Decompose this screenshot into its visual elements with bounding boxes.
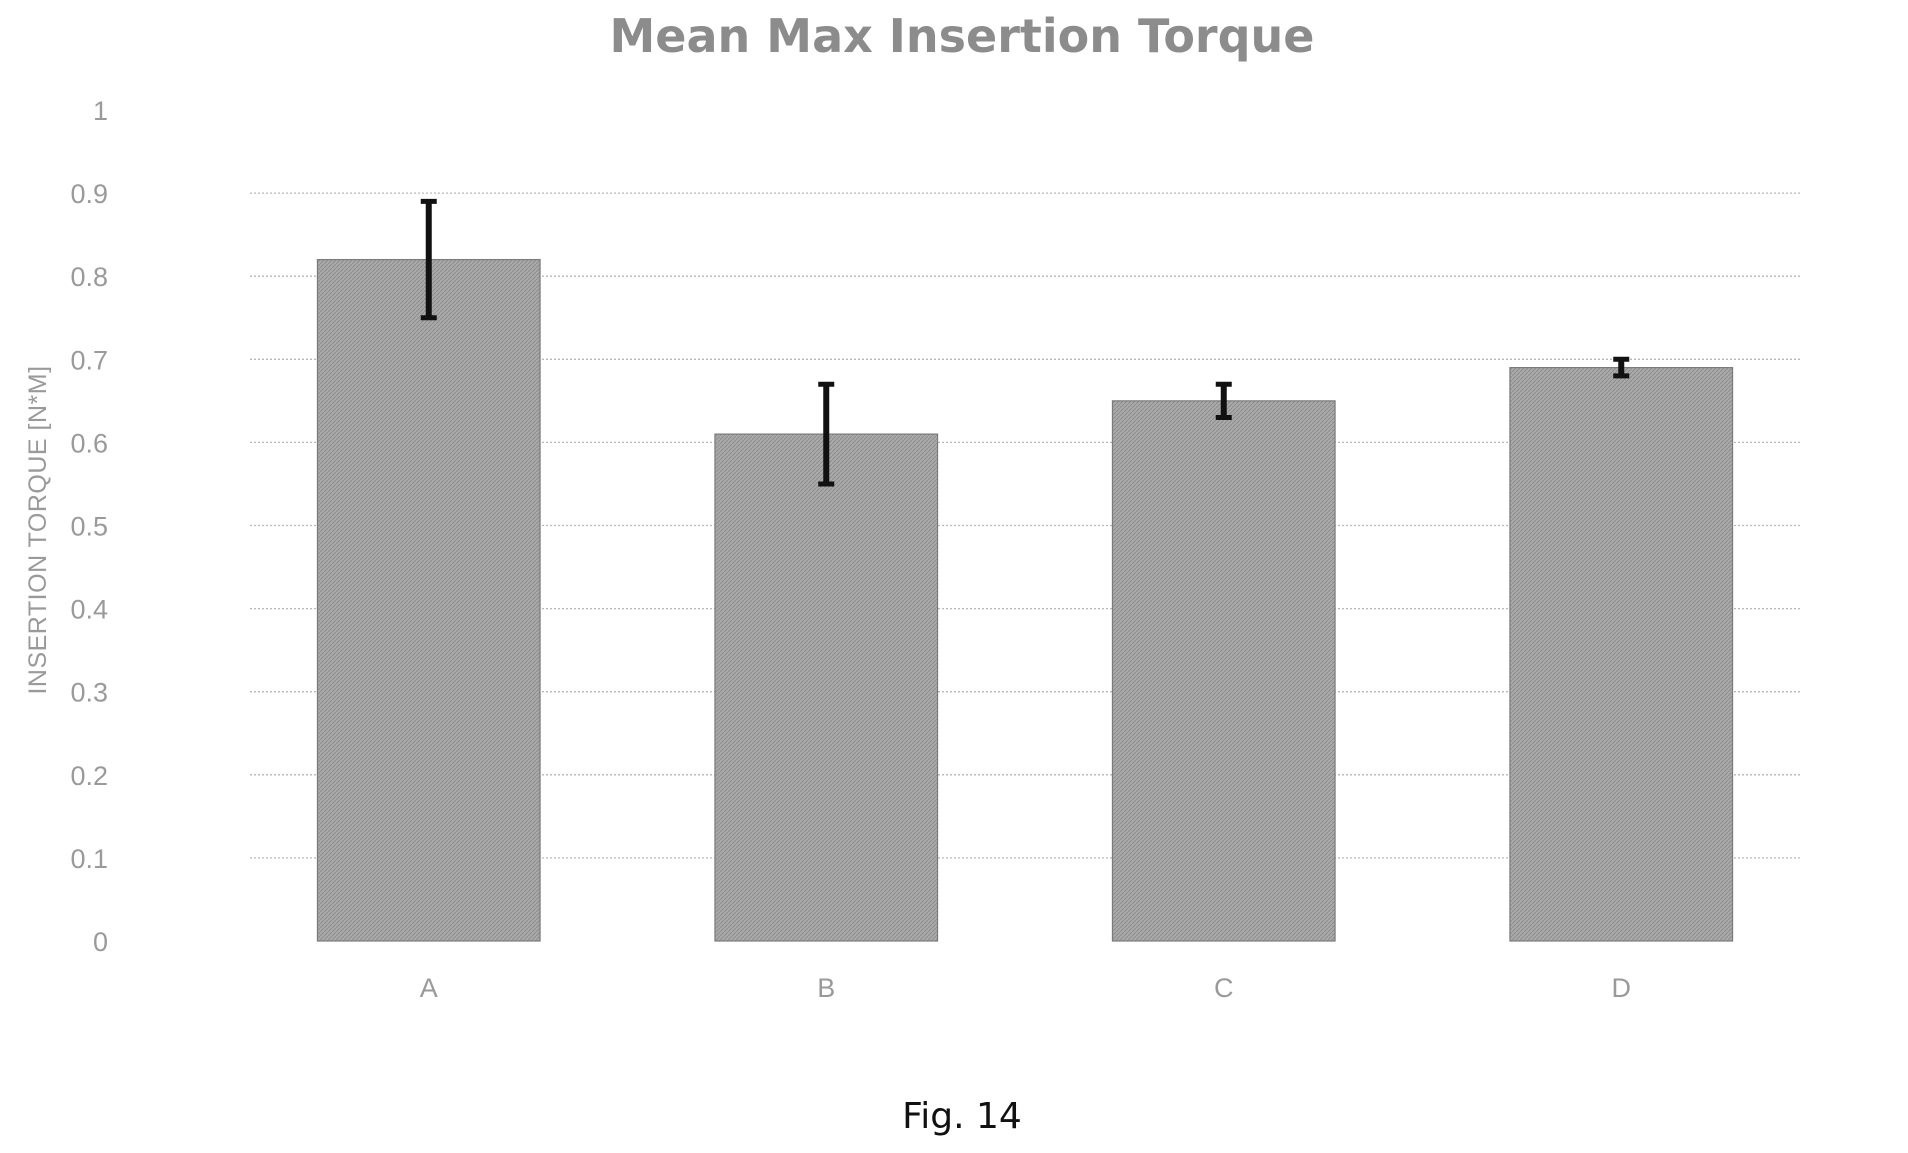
bar-D: [1509, 367, 1734, 942]
x-category-label: A: [420, 973, 438, 1003]
bars: [316, 258, 1734, 942]
x-axis-categories: A B C D: [420, 973, 1631, 1003]
x-category-label: C: [1214, 973, 1234, 1003]
y-tick-label: 0.4: [70, 595, 108, 625]
x-category-label: D: [1612, 973, 1632, 1003]
error-bars: [420, 198, 1630, 487]
bar-A: [316, 258, 541, 942]
y-tick-label: 0.5: [70, 512, 108, 542]
bar-B: [714, 433, 939, 942]
y-tick-label: 1: [93, 96, 108, 126]
y-tick-label: 0.7: [70, 345, 108, 375]
x-category-label: B: [817, 973, 835, 1003]
y-tick-label: 0.3: [70, 678, 108, 708]
y-tick-label: 0.6: [70, 428, 108, 458]
chart-title: Mean Max Insertion Torque: [610, 9, 1315, 63]
y-tick-label: 0.8: [70, 262, 108, 292]
bar-C: [1111, 400, 1336, 942]
figure-caption: Fig. 14: [902, 1096, 1022, 1137]
y-tick-label: 0.9: [70, 179, 108, 209]
y-tick-label: 0.1: [70, 844, 108, 874]
y-axis-ticks: 0 0.1 0.2 0.3 0.4 0.5 0.6 0.7 0.8 0.9 1: [70, 96, 108, 957]
y-axis-label: INSERTION TORQUE [N*M]: [24, 365, 52, 694]
y-tick-label: 0.2: [70, 761, 108, 791]
y-tick-label: 0: [93, 927, 108, 957]
